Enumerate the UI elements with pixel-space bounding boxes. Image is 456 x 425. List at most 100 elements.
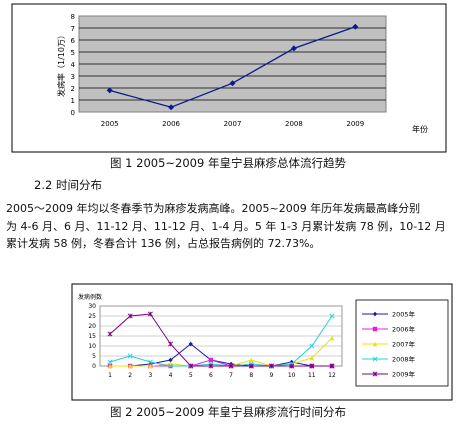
series-point [329, 363, 335, 369]
legend-label: 2006年 [392, 325, 416, 334]
legend-label: 2008年 [392, 355, 416, 364]
series-point [168, 363, 174, 369]
y-tick-label: 0 [71, 109, 75, 117]
series-point [168, 357, 173, 363]
legend-label: 2009年 [392, 370, 416, 379]
legend-marker [372, 326, 378, 332]
y-tick-label: 3 [71, 73, 75, 81]
y-tick-labels: 0 1 2 3 4 5 6 7 8 [71, 13, 76, 117]
paragraph-line-2: 为 4-6 月、6 月、11-12 月、11-12 月、1-4 月。5 年 1-… [6, 219, 446, 233]
x-tick-label: 2007 [224, 120, 242, 128]
x-tick-labels: 1 2 3 4 5 6 7 8 9 10 11 12 [108, 372, 336, 379]
series-point [309, 343, 315, 349]
y-axis-label: 发病率（1/10万） [56, 31, 66, 97]
x-tick-label: 2008 [285, 120, 303, 128]
series-point [208, 363, 214, 369]
series-point [188, 341, 193, 347]
legend-marker [372, 341, 378, 347]
series-point [107, 359, 113, 365]
legend: 2005年 2006年 2007年 2008年 2009年 [362, 310, 416, 379]
paragraph-line-3: 累计发病 58 例，冬春合计 136 例，占总报告病例的 72.73%。 [6, 237, 321, 250]
series-point [107, 363, 113, 369]
series-point [107, 331, 113, 337]
data-point [290, 45, 297, 52]
y-tick-label: 20 [88, 323, 96, 330]
x-tick-label: 6 [209, 372, 213, 379]
series-point [127, 313, 133, 319]
x-tick-label: 12 [328, 372, 336, 379]
legend-marker [372, 311, 378, 317]
x-tick-label: 2006 [162, 120, 180, 128]
data-points [106, 23, 359, 111]
series-point [127, 353, 133, 359]
body-paragraph: 2005～2009 年均以冬春季节为麻疹发病高峰。2005~2009 年历年发病… [6, 200, 450, 253]
x-tick-label: 3 [148, 372, 152, 379]
legend-item: 2009年 [362, 370, 416, 379]
series-point [309, 363, 315, 369]
x-tick-label: 7 [229, 372, 233, 379]
x-axis-label: 年份 [412, 124, 428, 134]
series-line [109, 313, 332, 367]
x-tick-label: 8 [249, 372, 253, 379]
data-point [168, 104, 175, 111]
series-point [188, 363, 194, 369]
y-tick-label: 5 [92, 353, 96, 360]
legend-item: 2006年 [362, 325, 416, 334]
series-point [248, 363, 254, 369]
series-point [268, 363, 274, 369]
legend-marker [372, 371, 378, 377]
figure-1-chart: 0 1 2 3 4 5 6 7 8 2005 2006 2007 2008 2009 发病率（1/10万… [11, 3, 447, 153]
x-tick-label: 2 [128, 372, 132, 379]
series-point [147, 359, 153, 365]
data-point [229, 80, 236, 87]
legend-marker [372, 356, 378, 362]
gridlines [100, 315, 342, 357]
series-point [329, 313, 335, 319]
y-tick-label: 2 [71, 85, 75, 93]
y-tick-label: 15 [88, 333, 96, 340]
y-tick-labels: 0 5 10 15 20 25 30 [88, 303, 96, 370]
series-point [309, 355, 315, 361]
y-axis-label: 发病例数 [78, 293, 102, 301]
series-point [168, 341, 174, 347]
legend-label: 2007年 [392, 340, 416, 349]
y-tick-label: 30 [88, 303, 96, 310]
gridlines [79, 27, 386, 101]
y-tick-label: 5 [71, 49, 75, 57]
data-point [106, 87, 113, 94]
y-tick-label: 4 [71, 61, 76, 69]
data-point [352, 23, 359, 30]
x-tick-label: 4 [169, 372, 173, 379]
series-point [147, 311, 153, 317]
figure-2-caption: 图 2 2005~2009 年皇宁县麻疹流行时间分布 [110, 405, 346, 419]
series-line [109, 315, 333, 367]
y-tick-label: 7 [71, 25, 75, 33]
series-point [289, 363, 295, 369]
x-tick-labels: 2005 2006 2007 2008 2009 [101, 120, 364, 128]
series-point [208, 357, 214, 363]
x-tick-label: 11 [308, 372, 316, 379]
series-5 [107, 311, 335, 369]
legend-item: 2005年 [362, 310, 416, 319]
y-tick-label: 8 [71, 13, 75, 21]
y-tick-label: 6 [71, 37, 76, 45]
legend-label: 2005年 [392, 310, 416, 319]
section-heading: 2.2 时间分布 [34, 178, 102, 192]
x-tick-label: 2009 [346, 120, 364, 128]
x-tick-label: 9 [270, 372, 274, 379]
legend-item: 2007年 [362, 340, 416, 349]
y-tick-label: 25 [88, 313, 96, 320]
figure-1-caption: 图 1 2005~2009 年皇宁县麻疹总体流行趋势 [110, 156, 346, 170]
x-tick-label: 10 [288, 372, 296, 379]
legend-item: 2008年 [362, 355, 416, 364]
series-point [148, 363, 153, 369]
series-group [107, 311, 335, 369]
series-point [329, 335, 335, 341]
x-tick-label: 5 [189, 372, 193, 379]
y-tick-label: 10 [88, 343, 96, 350]
y-tick-label: 0 [92, 363, 96, 370]
x-tick-label: 1 [108, 372, 112, 379]
y-tick-label: 1 [71, 97, 75, 105]
paragraph-line-1: 2005～2009 年均以冬春季节为麻疹发病高峰。2005~2009 年历年发病… [6, 202, 421, 215]
